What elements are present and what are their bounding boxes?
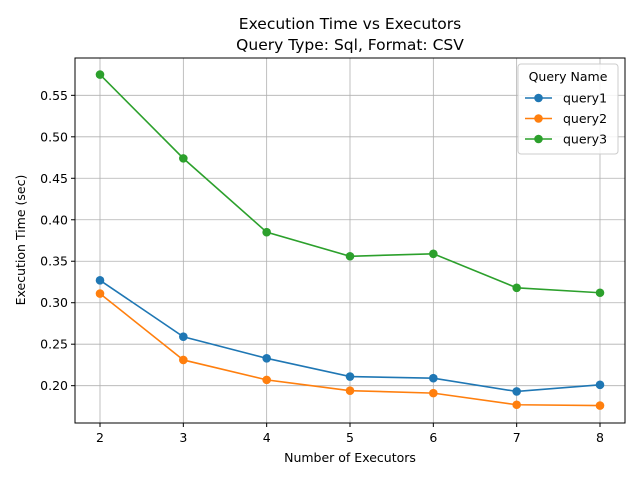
y-tick-label: 0.35 (40, 254, 68, 269)
x-axis-label: Number of Executors (284, 450, 416, 465)
data-point (429, 373, 438, 383)
x-tick-label: 2 (96, 430, 104, 445)
x-tick-label: 5 (346, 430, 354, 445)
legend-label: query2 (563, 111, 607, 126)
series-query1 (95, 276, 605, 396)
data-point (179, 154, 188, 163)
x-tick-label: 3 (179, 430, 187, 445)
x-tick-label: 7 (513, 430, 521, 445)
y-tick-label: 0.30 (40, 295, 68, 310)
chart-title: Execution Time vs Executors (239, 15, 461, 33)
data-point (512, 283, 521, 293)
legend: Query Name query1 query2 query3 (517, 63, 619, 155)
legend-item-query2: query2 (525, 111, 607, 126)
y-tick-label: 0.55 (40, 88, 68, 103)
data-point (262, 353, 271, 363)
chart-subtitle: Query Type: Sql, Format: CSV (236, 36, 464, 54)
series-query2 (95, 289, 605, 410)
data-point (262, 375, 271, 385)
data-point (345, 372, 355, 381)
data-point (512, 387, 521, 396)
y-axis-ticks: 0.20 0.25 0.30 0.35 0.40 0.45 0.50 0.55 (40, 88, 75, 393)
legend-title: Query Name (529, 69, 608, 84)
x-axis-ticks: 2 3 4 5 6 7 8 (96, 423, 604, 445)
y-tick-label: 0.40 (40, 212, 68, 227)
data-point (95, 70, 105, 79)
data-point (595, 401, 605, 410)
legend-box (517, 63, 619, 155)
x-tick-label: 4 (263, 430, 271, 445)
data-point (595, 288, 605, 298)
data-point (179, 332, 188, 342)
legend-item-query3: query3 (525, 132, 607, 147)
data-point (95, 276, 105, 285)
y-axis-label: Execution Time (sec) (13, 175, 28, 306)
x-tick-label: 8 (596, 430, 604, 445)
legend-label: query3 (563, 132, 607, 147)
x-tick-label: 6 (429, 430, 437, 445)
y-tick-label: 0.45 (40, 171, 68, 186)
y-tick-label: 0.20 (40, 378, 68, 393)
data-point (345, 251, 355, 261)
data-point (95, 289, 105, 298)
legend-marker (534, 134, 543, 144)
legend-marker (534, 93, 543, 103)
legend-items: query1 query2 query3 (525, 91, 607, 147)
legend-item-query1: query1 (525, 91, 607, 106)
series-query3 (95, 70, 605, 298)
data-point (429, 249, 438, 259)
legend-label: query1 (563, 91, 607, 106)
y-tick-label: 0.50 (40, 129, 68, 144)
legend-marker (534, 114, 543, 123)
data-point (429, 388, 438, 398)
series-layer (95, 70, 605, 410)
data-point (512, 400, 521, 410)
data-point (262, 227, 271, 237)
data-point (345, 386, 355, 395)
data-point (179, 355, 188, 365)
data-point (595, 380, 605, 390)
y-tick-label: 0.25 (40, 337, 68, 352)
